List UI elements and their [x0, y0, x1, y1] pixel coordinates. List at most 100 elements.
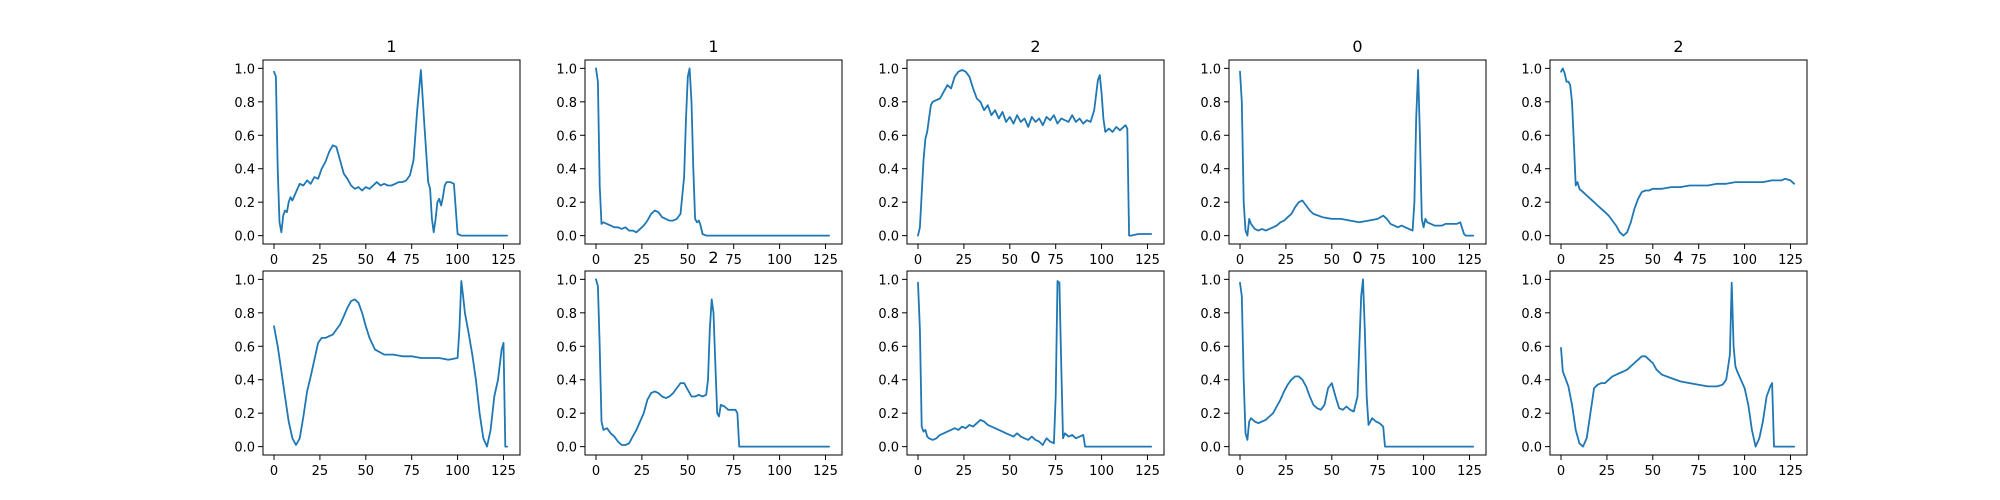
x-tick-label: 50: [1645, 464, 1662, 479]
panel-title: 4: [1673, 248, 1683, 267]
x-tick-label: 75: [1369, 464, 1386, 479]
y-tick-label: 1.0: [878, 62, 899, 77]
y-tick-label: 0.0: [1521, 441, 1542, 456]
panel-6: 0 25 50 75 100 125 0.0 0.2 0.4 0.6 0.8 1.0 4: [234, 248, 521, 479]
x-tick-label: 100: [1411, 253, 1436, 268]
series-line: [1239, 278, 1475, 448]
y-tick-label: 0.6: [1521, 340, 1542, 355]
panel-title: 1: [708, 37, 718, 56]
x-tick-label: 125: [1778, 253, 1803, 268]
axes-frame: [1228, 59, 1487, 245]
axes-frame: [1228, 270, 1487, 456]
y-tick-label: 0.8: [556, 96, 577, 111]
x-tick-label: 75: [1690, 464, 1707, 479]
y-tick-label: 0.8: [878, 307, 899, 322]
panel-title: 0: [1030, 248, 1040, 267]
y-tick-label: 0.4: [1200, 163, 1221, 178]
axes-frame: [906, 59, 1165, 245]
y-tick-label: 0.2: [1200, 407, 1221, 422]
y-tick-label: 0.0: [1200, 441, 1221, 456]
y-tick-label: 0.4: [234, 374, 255, 389]
axes-frame: [584, 59, 843, 245]
panel-3: 0 25 50 75 100 125 0.0 0.2 0.4 0.6 0.8 1.0 2: [878, 37, 1165, 268]
panel-1: 0 25 50 75 100 125 0.0 0.2 0.4 0.6 0.8 1.0 1: [234, 37, 521, 268]
y-tick-label: 0.2: [556, 196, 577, 211]
y-tick-label: 0.8: [878, 96, 899, 111]
x-tick-label: 100: [767, 464, 792, 479]
y-tick-label: 0.6: [1521, 129, 1542, 144]
x-tick-label: 75: [1047, 253, 1064, 268]
y-tick-label: 0.4: [556, 163, 577, 178]
axes-frame: [1549, 59, 1808, 245]
y-tick-label: 0.0: [556, 230, 577, 245]
x-tick-label: 50: [358, 253, 375, 268]
y-tick-label: 0.8: [556, 307, 577, 322]
x-tick-label: 0: [1557, 464, 1565, 479]
x-tick-label: 25: [1278, 253, 1295, 268]
panel-2: 0 25 50 75 100 125 0.0 0.2 0.4 0.6 0.8 1.0 1: [556, 37, 843, 268]
panel-8: 0 25 50 75 100 125 0.0 0.2 0.4 0.6 0.8 1.0 0: [878, 248, 1165, 479]
x-tick-label: 50: [358, 464, 375, 479]
x-tick-label: 25: [956, 253, 973, 268]
x-tick-label: 125: [491, 253, 516, 268]
x-tick-label: 0: [914, 253, 922, 268]
x-tick-label: 100: [1411, 464, 1436, 479]
y-tick-label: 0.2: [234, 196, 255, 211]
x-tick-label: 25: [312, 253, 329, 268]
x-tick-label: 25: [1599, 253, 1616, 268]
x-tick-label: 25: [956, 464, 973, 479]
y-tick-label: 0.4: [1521, 374, 1542, 389]
y-tick-label: 0.8: [234, 96, 255, 111]
y-tick-label: 0.6: [878, 129, 899, 144]
x-tick-label: 50: [1324, 464, 1341, 479]
series-line: [1560, 67, 1796, 237]
series-line: [917, 69, 1153, 237]
x-tick-label: 125: [1135, 464, 1160, 479]
x-tick-label: 125: [1457, 464, 1482, 479]
y-tick-label: 0.8: [1521, 96, 1542, 111]
x-tick-label: 75: [1690, 253, 1707, 268]
x-tick-label: 100: [445, 253, 470, 268]
y-tick-label: 0.2: [878, 407, 899, 422]
x-tick-label: 75: [1369, 253, 1386, 268]
y-tick-label: 0.2: [556, 407, 577, 422]
y-tick-label: 1.0: [234, 273, 255, 288]
series-line: [1560, 281, 1796, 448]
y-tick-label: 0.2: [1521, 407, 1542, 422]
x-tick-label: 25: [312, 464, 329, 479]
axes-frame: [262, 59, 521, 245]
y-tick-label: 0.6: [556, 129, 577, 144]
y-tick-label: 0.0: [234, 230, 255, 245]
y-tick-label: 0.8: [1200, 96, 1221, 111]
x-tick-label: 125: [813, 253, 838, 268]
panel-7: 0 25 50 75 100 125 0.0 0.2 0.4 0.6 0.8 1.0 2: [556, 248, 843, 479]
x-tick-label: 0: [1236, 253, 1244, 268]
panel-title: 2: [708, 248, 718, 267]
y-tick-label: 0.6: [1200, 129, 1221, 144]
y-tick-label: 0.4: [234, 163, 255, 178]
x-tick-label: 0: [270, 464, 278, 479]
y-tick-label: 1.0: [1200, 273, 1221, 288]
y-tick-label: 0.6: [556, 340, 577, 355]
y-tick-label: 1.0: [556, 62, 577, 77]
y-tick-label: 0.0: [234, 441, 255, 456]
y-tick-label: 0.8: [1521, 307, 1542, 322]
y-tick-label: 0.2: [234, 407, 255, 422]
y-tick-label: 0.2: [1200, 196, 1221, 211]
y-tick-label: 0.8: [234, 307, 255, 322]
x-tick-label: 50: [680, 253, 697, 268]
x-tick-label: 50: [1324, 253, 1341, 268]
panel-title: 0: [1352, 248, 1362, 267]
x-tick-label: 0: [914, 464, 922, 479]
y-tick-label: 0.6: [878, 340, 899, 355]
series-line: [595, 67, 830, 237]
y-tick-label: 0.4: [556, 374, 577, 389]
y-tick-label: 1.0: [1521, 62, 1542, 77]
series-line: [273, 69, 509, 237]
x-tick-label: 100: [445, 464, 470, 479]
panel-title: 2: [1673, 37, 1683, 56]
panel-title: 0: [1352, 37, 1362, 56]
x-tick-label: 25: [634, 464, 651, 479]
x-tick-label: 100: [1732, 253, 1757, 268]
y-tick-label: 1.0: [556, 273, 577, 288]
